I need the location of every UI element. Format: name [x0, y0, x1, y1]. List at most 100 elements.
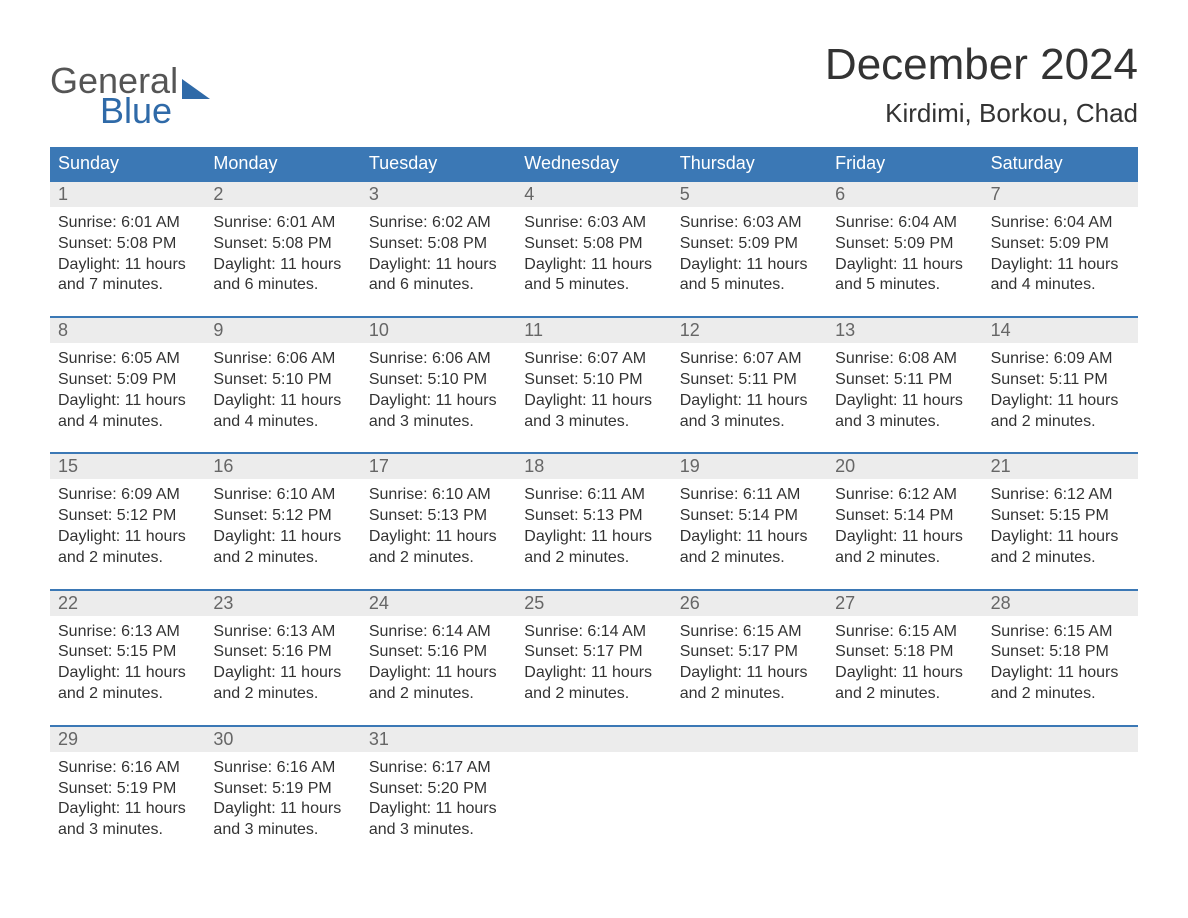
day-number — [827, 727, 982, 752]
sunset-text: Sunset: 5:13 PM — [524, 506, 663, 527]
day-cell: Sunrise: 6:07 AMSunset: 5:10 PMDaylight:… — [516, 343, 671, 436]
day-cell: Sunrise: 6:14 AMSunset: 5:16 PMDaylight:… — [361, 616, 516, 709]
day-number: 24 — [361, 591, 516, 616]
sunrise-text: Sunrise: 6:07 AM — [680, 349, 819, 370]
sunrise-text: Sunrise: 6:03 AM — [680, 213, 819, 234]
sunrise-text: Sunrise: 6:09 AM — [58, 485, 197, 506]
daylight-text-2: and 3 minutes. — [835, 412, 974, 433]
weekday-header: Wednesday — [516, 147, 671, 180]
daylight-text: Daylight: 11 hours — [680, 255, 819, 276]
day-cell: Sunrise: 6:05 AMSunset: 5:09 PMDaylight:… — [50, 343, 205, 436]
daylight-text-2: and 2 minutes. — [524, 548, 663, 569]
sunset-text: Sunset: 5:15 PM — [58, 642, 197, 663]
week-row: 1234567Sunrise: 6:01 AMSunset: 5:08 PMDa… — [50, 180, 1138, 300]
daylight-text: Daylight: 11 hours — [213, 527, 352, 548]
daylight-text: Daylight: 11 hours — [524, 663, 663, 684]
day-cell: Sunrise: 6:12 AMSunset: 5:15 PMDaylight:… — [983, 479, 1138, 572]
daylight-text: Daylight: 11 hours — [991, 663, 1130, 684]
sunset-text: Sunset: 5:11 PM — [991, 370, 1130, 391]
daylight-text-2: and 3 minutes. — [369, 412, 508, 433]
day-number: 8 — [50, 318, 205, 343]
day-number-row: 15161718192021 — [50, 454, 1138, 479]
day-number: 7 — [983, 182, 1138, 207]
day-number: 4 — [516, 182, 671, 207]
day-number: 26 — [672, 591, 827, 616]
sunset-text: Sunset: 5:18 PM — [991, 642, 1130, 663]
weekday-header: Saturday — [983, 147, 1138, 180]
weekday-header: Thursday — [672, 147, 827, 180]
day-number: 15 — [50, 454, 205, 479]
sunrise-text: Sunrise: 6:15 AM — [991, 622, 1130, 643]
day-number-row: 1234567 — [50, 182, 1138, 207]
daylight-text: Daylight: 11 hours — [835, 527, 974, 548]
day-cell: Sunrise: 6:04 AMSunset: 5:09 PMDaylight:… — [827, 207, 982, 300]
daylight-text: Daylight: 11 hours — [58, 527, 197, 548]
sunrise-text: Sunrise: 6:11 AM — [680, 485, 819, 506]
sunrise-text: Sunrise: 6:14 AM — [524, 622, 663, 643]
title-block: December 2024 Kirdimi, Borkou, Chad — [825, 40, 1138, 129]
header: General Blue December 2024 Kirdimi, Bork… — [50, 40, 1138, 129]
sunrise-text: Sunrise: 6:15 AM — [680, 622, 819, 643]
daylight-text: Daylight: 11 hours — [369, 255, 508, 276]
day-cell: Sunrise: 6:12 AMSunset: 5:14 PMDaylight:… — [827, 479, 982, 572]
sunrise-text: Sunrise: 6:04 AM — [835, 213, 974, 234]
sunset-text: Sunset: 5:16 PM — [369, 642, 508, 663]
day-number: 10 — [361, 318, 516, 343]
daylight-text-2: and 5 minutes. — [680, 275, 819, 296]
daylight-text: Daylight: 11 hours — [369, 663, 508, 684]
day-number: 19 — [672, 454, 827, 479]
sunset-text: Sunset: 5:17 PM — [680, 642, 819, 663]
day-number: 13 — [827, 318, 982, 343]
day-number: 12 — [672, 318, 827, 343]
day-number: 2 — [205, 182, 360, 207]
daylight-text: Daylight: 11 hours — [58, 799, 197, 820]
sunset-text: Sunset: 5:08 PM — [58, 234, 197, 255]
sunset-text: Sunset: 5:19 PM — [58, 779, 197, 800]
day-number: 3 — [361, 182, 516, 207]
sunset-text: Sunset: 5:11 PM — [835, 370, 974, 391]
weekday-header: Tuesday — [361, 147, 516, 180]
daylight-text-2: and 3 minutes. — [524, 412, 663, 433]
sunrise-text: Sunrise: 6:05 AM — [58, 349, 197, 370]
day-cell: Sunrise: 6:01 AMSunset: 5:08 PMDaylight:… — [205, 207, 360, 300]
day-cell: Sunrise: 6:10 AMSunset: 5:13 PMDaylight:… — [361, 479, 516, 572]
daylight-text-2: and 2 minutes. — [524, 684, 663, 705]
day-cell: Sunrise: 6:02 AMSunset: 5:08 PMDaylight:… — [361, 207, 516, 300]
daylight-text-2: and 2 minutes. — [991, 548, 1130, 569]
day-number: 1 — [50, 182, 205, 207]
sunrise-text: Sunrise: 6:01 AM — [58, 213, 197, 234]
daylight-text-2: and 2 minutes. — [991, 412, 1130, 433]
sunset-text: Sunset: 5:20 PM — [369, 779, 508, 800]
sunset-text: Sunset: 5:17 PM — [524, 642, 663, 663]
sunrise-text: Sunrise: 6:14 AM — [369, 622, 508, 643]
daylight-text: Daylight: 11 hours — [369, 527, 508, 548]
daylight-text-2: and 5 minutes. — [835, 275, 974, 296]
day-number: 14 — [983, 318, 1138, 343]
daylight-text: Daylight: 11 hours — [835, 391, 974, 412]
daylight-text-2: and 4 minutes. — [58, 412, 197, 433]
sunrise-text: Sunrise: 6:16 AM — [213, 758, 352, 779]
day-number — [983, 727, 1138, 752]
daylight-text: Daylight: 11 hours — [835, 663, 974, 684]
daylight-text-2: and 2 minutes. — [213, 548, 352, 569]
day-cell: Sunrise: 6:03 AMSunset: 5:08 PMDaylight:… — [516, 207, 671, 300]
sunrise-text: Sunrise: 6:06 AM — [369, 349, 508, 370]
sunset-text: Sunset: 5:08 PM — [213, 234, 352, 255]
day-number: 20 — [827, 454, 982, 479]
sunrise-text: Sunrise: 6:17 AM — [369, 758, 508, 779]
sunrise-text: Sunrise: 6:10 AM — [369, 485, 508, 506]
sunset-text: Sunset: 5:12 PM — [58, 506, 197, 527]
daylight-text: Daylight: 11 hours — [58, 663, 197, 684]
day-number: 23 — [205, 591, 360, 616]
sunset-text: Sunset: 5:09 PM — [991, 234, 1130, 255]
day-number: 17 — [361, 454, 516, 479]
sunrise-text: Sunrise: 6:03 AM — [524, 213, 663, 234]
weekday-header-row: SundayMondayTuesdayWednesdayThursdayFrid… — [50, 147, 1138, 180]
week-row: 22232425262728Sunrise: 6:13 AMSunset: 5:… — [50, 589, 1138, 709]
daylight-text: Daylight: 11 hours — [524, 255, 663, 276]
day-cell: Sunrise: 6:15 AMSunset: 5:18 PMDaylight:… — [827, 616, 982, 709]
daylight-text: Daylight: 11 hours — [58, 391, 197, 412]
sunset-text: Sunset: 5:15 PM — [991, 506, 1130, 527]
sunset-text: Sunset: 5:09 PM — [835, 234, 974, 255]
day-cell: Sunrise: 6:11 AMSunset: 5:14 PMDaylight:… — [672, 479, 827, 572]
